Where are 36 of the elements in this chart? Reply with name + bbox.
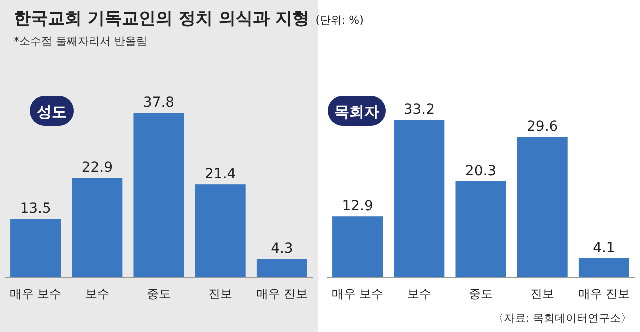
text: 한국교회 기독교인의 정치 의식과 지형	[14, 9, 310, 29]
text: (단위: %)	[316, 14, 364, 27]
data-label: 29.6	[527, 119, 558, 136]
bar	[517, 137, 568, 278]
data-label: 4.3	[271, 241, 294, 258]
data-label: 33.2	[404, 102, 435, 118]
x-tick-label: 중도	[147, 287, 171, 301]
data-label: 21.4	[205, 166, 236, 183]
bar	[195, 184, 246, 278]
data-label: 22.9	[82, 160, 113, 176]
bar	[578, 258, 630, 278]
x-tick-label: 매우 진보	[578, 287, 630, 301]
bar	[134, 113, 184, 278]
x-tick-label: 진보	[530, 287, 555, 301]
data-label: 12.9	[342, 198, 374, 215]
text: *소수점 둘째자리서 반올림	[14, 35, 148, 48]
bar	[394, 120, 445, 278]
bar	[332, 216, 384, 278]
bar	[72, 178, 123, 278]
bar	[456, 181, 506, 278]
data-label: 37.8	[143, 95, 175, 111]
x-tick-label: 매우 보수	[332, 287, 384, 301]
bar	[10, 219, 62, 278]
data-label: 20.3	[465, 163, 497, 180]
x-tick-label: 중도	[469, 287, 493, 301]
text: 〈자료: 목회데이터연구소〉	[492, 312, 632, 325]
data-label: 13.5	[20, 201, 52, 218]
x-tick-label: 매우 진보	[256, 287, 308, 301]
chart-title: 성도	[37, 103, 67, 121]
data-label: 4.1	[593, 240, 616, 256]
x-tick-label: 보수	[85, 287, 110, 301]
chart-title: 목회자	[334, 103, 380, 121]
x-tick-label: 보수	[407, 287, 432, 301]
x-tick-label: 매우 보수	[10, 287, 62, 301]
bar	[256, 259, 308, 278]
x-tick-label: 진보	[208, 287, 233, 301]
